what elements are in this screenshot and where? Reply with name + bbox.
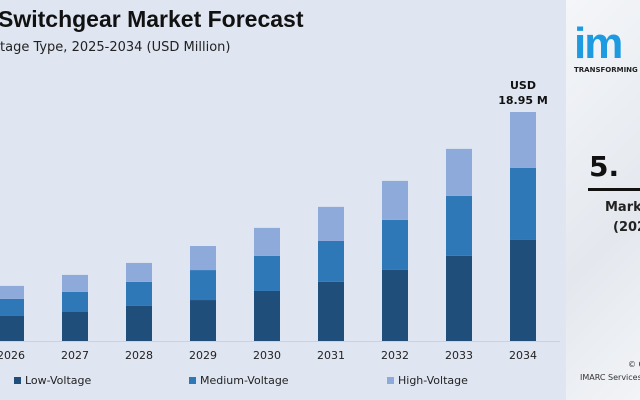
bar-low-voltage-2029 bbox=[190, 300, 216, 341]
x-tick-label: 2030 bbox=[253, 349, 281, 362]
company-name: IMARC Services bbox=[580, 373, 640, 382]
x-tick-label: 2031 bbox=[317, 349, 345, 362]
bar-low-voltage-2027 bbox=[62, 311, 88, 341]
cagr-years: (202 bbox=[613, 220, 640, 235]
legend-swatch bbox=[189, 377, 196, 384]
x-tick-label: 2029 bbox=[189, 349, 217, 362]
x-tick-label: 2027 bbox=[61, 349, 89, 362]
x-tick-label: 2033 bbox=[445, 349, 473, 362]
bar-low-voltage-2028 bbox=[126, 305, 152, 341]
logo-tagline: TRANSFORMING bbox=[574, 66, 638, 74]
x-tick-label: 2034 bbox=[509, 349, 537, 362]
bar-low-voltage-2030 bbox=[254, 290, 280, 341]
bar-high-voltage-2030 bbox=[254, 227, 280, 256]
bar-medium-voltage-2034 bbox=[510, 167, 536, 240]
legend-swatch bbox=[387, 377, 394, 384]
annotation-unit: USD bbox=[510, 79, 536, 92]
bar-high-voltage-2034 bbox=[510, 112, 536, 168]
legend-label: High-Voltage bbox=[398, 374, 468, 387]
bar-medium-voltage-2031 bbox=[318, 240, 344, 282]
legend-item-medium-voltage: Medium-Voltage bbox=[189, 374, 289, 387]
divider bbox=[588, 188, 640, 191]
bar-medium-voltage-2033 bbox=[446, 195, 472, 256]
bar-low-voltage-2033 bbox=[446, 255, 472, 341]
legend-label: Low-Voltage bbox=[25, 374, 92, 387]
x-tick-label: 2028 bbox=[125, 349, 153, 362]
bar-high-voltage-2027 bbox=[62, 274, 88, 292]
side-panel: im TRANSFORMING 5. Mark (202 © C IMARC S… bbox=[566, 0, 640, 400]
chart-title: Switchgear Market Forecast bbox=[0, 6, 304, 32]
legend-label: Medium-Voltage bbox=[200, 374, 289, 387]
bar-medium-voltage-2028 bbox=[126, 281, 152, 306]
copyright: © C bbox=[628, 360, 640, 369]
bar-high-voltage-2031 bbox=[318, 206, 344, 241]
bar-medium-voltage-2030 bbox=[254, 255, 280, 291]
annotation-total: 18.95 M bbox=[498, 94, 548, 107]
cagr-label: Mark bbox=[605, 200, 640, 215]
imarc-logo: im bbox=[574, 19, 623, 68]
bar-low-voltage-2031 bbox=[318, 281, 344, 341]
bar-medium-voltage-2026 bbox=[0, 298, 24, 316]
bar-low-voltage-2026 bbox=[0, 315, 24, 341]
bar-high-voltage-2032 bbox=[382, 180, 408, 220]
bar-medium-voltage-2032 bbox=[382, 219, 408, 270]
x-tick-label: 2026 bbox=[0, 349, 25, 362]
cagr-value: 5. bbox=[589, 150, 620, 183]
bar-high-voltage-2033 bbox=[446, 148, 472, 196]
bar-low-voltage-2032 bbox=[382, 269, 408, 341]
legend-swatch bbox=[14, 377, 21, 384]
bar-low-voltage-2034 bbox=[510, 239, 536, 341]
bar-high-voltage-2028 bbox=[126, 262, 152, 282]
bar-medium-voltage-2027 bbox=[62, 291, 88, 312]
x-tick-label: 2032 bbox=[381, 349, 409, 362]
bar-high-voltage-2026 bbox=[0, 285, 24, 299]
bar-high-voltage-2029 bbox=[190, 246, 216, 271]
chart-plot: 2026 2027 2028 2029 2030 2031 2032 2033 2034 USD 1… bbox=[0, 79, 560, 362]
legend-item-high-voltage: High-Voltage bbox=[387, 374, 468, 387]
legend-item-low-voltage: Low-Voltage bbox=[14, 374, 91, 387]
chart-subtitle: tage Type, 2025-2034 (USD Million) bbox=[0, 40, 231, 55]
bar-medium-voltage-2029 bbox=[190, 270, 216, 301]
